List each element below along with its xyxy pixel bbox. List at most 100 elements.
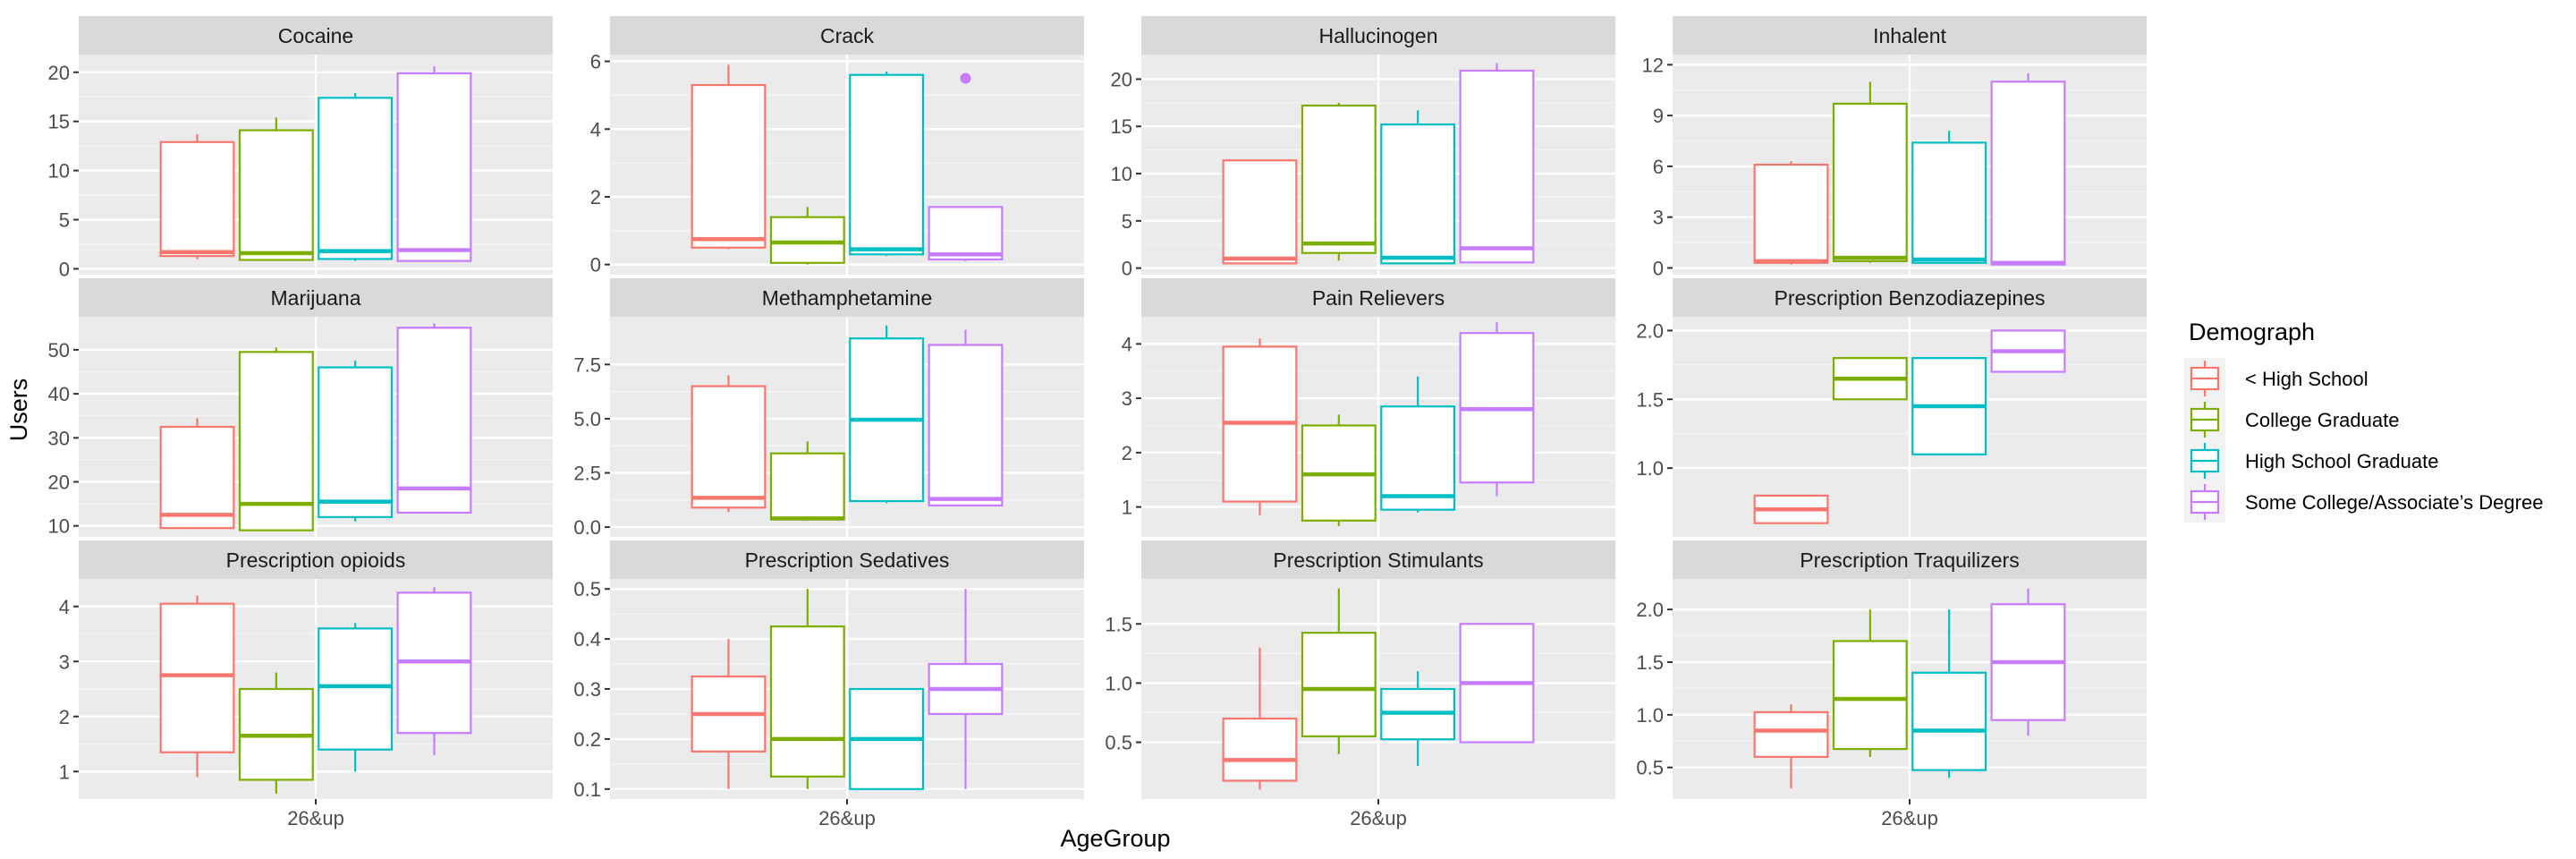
legend-title: Demograph (2189, 319, 2315, 345)
box-iqr (691, 83, 767, 249)
legend-label: High School Graduate (2245, 450, 2438, 472)
y-tick-label: 9 (1653, 105, 1664, 127)
facet-panel: Marijuana 10 20 30 40 50 (48, 278, 553, 538)
facet-panel: Hallucinogen 0 5 10 15 20 (1111, 16, 1615, 280)
facet-strip (79, 540, 553, 579)
facet-title: Methamphetamine (762, 286, 933, 310)
facet-title: Cocaine (278, 24, 353, 47)
y-tick-label: 0.3 (573, 678, 601, 701)
y-tick-label: 0.2 (573, 728, 601, 751)
box-1 (1753, 161, 1829, 265)
y-tick-label: 1.0 (1636, 704, 1664, 727)
box-iqr (769, 452, 845, 521)
facet-title: Prescription Sedatives (745, 549, 950, 572)
box-3 (1911, 357, 1987, 455)
box-3 (318, 92, 394, 261)
y-tick-label: 0 (59, 258, 70, 280)
y-tick-label: 2 (59, 706, 70, 728)
y-tick-label: 1.5 (1636, 651, 1664, 674)
legend-items: < High School College Graduate High School… (2184, 358, 2543, 523)
box-2 (769, 207, 845, 265)
box-4 (1990, 588, 2066, 736)
y-tick-label: 15 (1111, 115, 1132, 138)
facet-panel: Prescription Stimulants 0.5 1.0 1.5 26&up (1105, 540, 1615, 829)
box-4 (1459, 623, 1535, 744)
box-iqr (1911, 671, 1987, 771)
facet-panel: Prescription Sedatives 0.1 0.2 0.3 0.4 0.5 26&… (573, 540, 1084, 829)
x-tick-label: 26&up (1881, 807, 1938, 829)
box-iqr (691, 385, 767, 509)
y-tick-label: 10 (1111, 163, 1132, 185)
box-2 (1301, 414, 1377, 526)
y-tick-label: 5 (59, 209, 70, 232)
box-2 (238, 347, 314, 532)
box-3 (1911, 609, 1987, 778)
box-3 (1380, 110, 1456, 265)
y-tick-label: 0 (1122, 258, 1132, 280)
facet-strip (610, 16, 1084, 55)
facet-title: Inhalent (1873, 24, 1946, 47)
y-tick-label: 0.4 (573, 628, 601, 651)
legend-item: High School Graduate (2184, 440, 2438, 481)
legend-label: College Graduate (2245, 409, 2399, 431)
box-iqr (1753, 710, 1829, 759)
box-iqr (1911, 141, 1987, 264)
box-iqr (318, 366, 394, 518)
box-iqr (1832, 102, 1908, 262)
box-2 (1301, 102, 1377, 261)
box-iqr (849, 73, 925, 256)
box-iqr (1301, 104, 1377, 254)
box-2 (238, 672, 314, 794)
y-tick-label: 5 (1122, 210, 1132, 233)
box-1 (691, 639, 767, 789)
facet-panel: Inhalent 0 3 6 9 12 (1642, 16, 2147, 279)
box-iqr (1459, 69, 1535, 264)
box-4 (928, 589, 1004, 789)
y-tick-label: 5.0 (573, 408, 601, 430)
facet-title: Prescription Benzodiazepines (1774, 286, 2045, 310)
y-tick-label: 0 (590, 254, 601, 276)
box-iqr (238, 351, 314, 532)
y-tick-label: 10 (48, 515, 70, 538)
y-tick-label: 6 (1653, 156, 1664, 178)
facet-strip (1673, 16, 2147, 55)
y-tick-label: 1 (1122, 497, 1132, 519)
legend-item: Some College/Associate’s Degree (2184, 481, 2543, 523)
facet-title: Pain Relievers (1312, 286, 1445, 310)
facet-strip (1141, 540, 1615, 579)
facet-title: Prescription Stimulants (1273, 549, 1483, 572)
y-tick-label: 0.5 (1105, 732, 1132, 754)
y-tick-label: 20 (48, 472, 70, 494)
box-1 (1222, 647, 1298, 790)
box-3 (318, 361, 394, 522)
box-1 (1753, 494, 1829, 524)
box-4 (396, 66, 472, 262)
facet-title: Marijuana (271, 286, 361, 310)
box-4 (928, 329, 1004, 506)
box-1 (159, 133, 235, 259)
y-tick-label: 1.0 (1636, 457, 1664, 480)
box-2 (1832, 609, 1908, 757)
facet-title: Prescription Traquilizers (1800, 549, 2019, 572)
y-tick-label: 1 (59, 761, 70, 783)
box-3 (1380, 671, 1456, 766)
box-4 (396, 587, 472, 755)
box-iqr (1753, 163, 1829, 264)
box-1 (691, 64, 767, 250)
x-tick-label: 26&up (1350, 807, 1407, 829)
y-tick-label: 50 (48, 339, 70, 361)
box-1 (691, 375, 767, 513)
y-tick-label: 10 (48, 160, 70, 183)
box-3 (849, 687, 925, 790)
y-tick-label: 0.5 (1636, 757, 1664, 779)
box-iqr (1380, 123, 1456, 265)
box-2 (769, 441, 845, 521)
box-iqr (159, 140, 235, 258)
box-4 (1990, 329, 2066, 373)
x-tick-label: 26&up (287, 807, 344, 829)
y-tick-label: 0.0 (573, 516, 601, 539)
y-tick-label: 15 (48, 111, 70, 133)
box-iqr (318, 627, 394, 751)
y-tick-label: 3 (1653, 207, 1664, 229)
